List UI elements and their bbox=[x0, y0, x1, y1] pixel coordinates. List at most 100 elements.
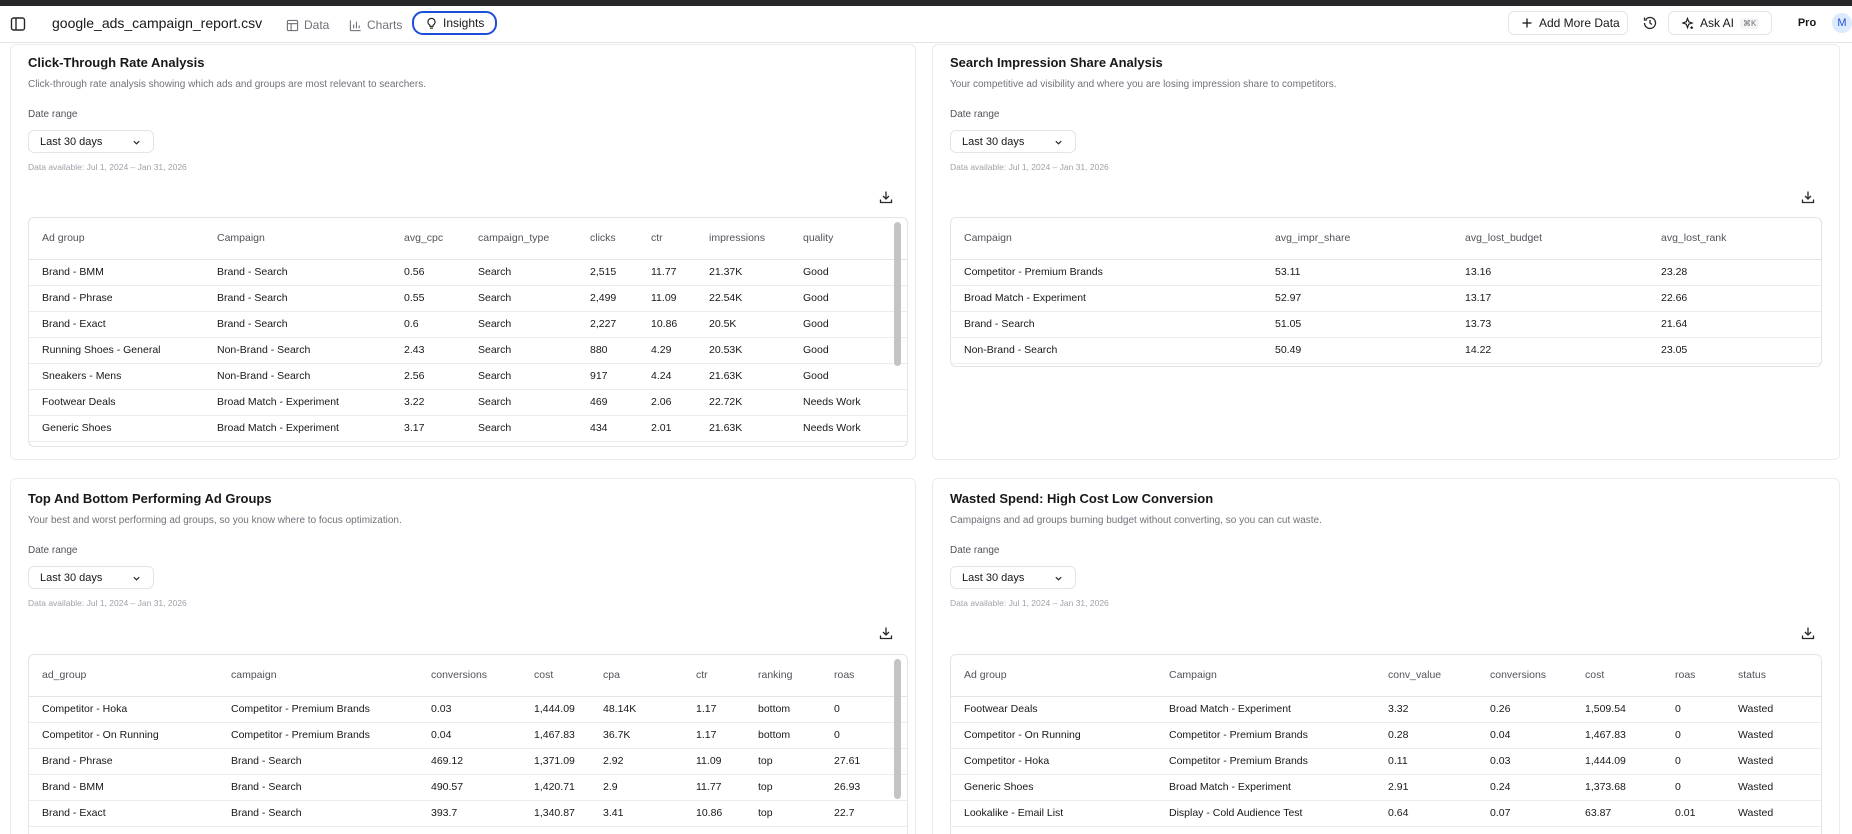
column-header[interactable]: Ad group bbox=[42, 232, 85, 244]
table-cell: 14.22 bbox=[1465, 344, 1492, 356]
scrollbar-thumb[interactable] bbox=[894, 222, 901, 366]
avatar[interactable]: M bbox=[1832, 13, 1852, 33]
table-row[interactable]: Brand - Phrase Brand - Search 469.12 1,371.… bbox=[29, 749, 907, 775]
download-icon[interactable] bbox=[879, 190, 893, 204]
table-row[interactable]: Generic Shoes Broad Match - Experiment 3.1… bbox=[29, 416, 907, 442]
table-cell: Brand - Phrase bbox=[42, 292, 113, 304]
column-header[interactable]: Ad group bbox=[964, 669, 1007, 681]
date-range-select[interactable]: Last 30 days bbox=[950, 130, 1076, 153]
table-cell: 0 bbox=[1675, 755, 1681, 767]
history-icon[interactable] bbox=[1642, 15, 1658, 31]
download-icon[interactable] bbox=[879, 626, 893, 640]
table-cell: Lookalike - Email List bbox=[964, 807, 1064, 819]
ask-ai-label: Ask AI bbox=[1700, 16, 1735, 30]
table-row[interactable]: Brand - Exact Brand - Search 0.6 Search 2,22… bbox=[29, 312, 907, 338]
column-header[interactable]: ad_group bbox=[42, 669, 87, 681]
table-row[interactable]: Broad Match - Experiment 52.97 13.17 22.66 bbox=[951, 286, 1821, 312]
column-header[interactable]: roas bbox=[834, 669, 855, 681]
column-header[interactable]: campaign bbox=[231, 669, 277, 681]
table-row[interactable]: Brand - BMM Brand - Search 0.56 Search 2,515… bbox=[29, 260, 907, 286]
column-header[interactable]: Campaign bbox=[1169, 669, 1217, 681]
chevron-down-icon bbox=[1055, 576, 1062, 581]
table-row[interactable]: Competitor - On Running Competitor - Prem… bbox=[951, 723, 1821, 749]
column-header[interactable]: impressions bbox=[709, 232, 766, 244]
ask-ai-button[interactable]: Ask AI ⌘K bbox=[1668, 11, 1772, 35]
table-row[interactable]: Competitor - Hoka Competitor - Premium Br… bbox=[951, 749, 1821, 775]
column-header[interactable]: cpa bbox=[603, 669, 620, 681]
table-cell: 10.86 bbox=[651, 318, 678, 330]
table-cell: 1,420.71 bbox=[534, 781, 575, 793]
shortcut-badge: ⌘K bbox=[1740, 17, 1760, 29]
table-row[interactable]: Generic Shoes Broad Match - Experiment 2.9… bbox=[951, 775, 1821, 801]
date-range-select[interactable]: Last 30 days bbox=[950, 566, 1076, 589]
table-row[interactable]: Brand - Search 51.05 13.73 21.64 bbox=[951, 312, 1821, 338]
table-cell: 4.24 bbox=[651, 370, 672, 382]
column-header[interactable]: roas bbox=[1675, 669, 1696, 681]
column-header[interactable]: ranking bbox=[758, 669, 793, 681]
table-scrollbar[interactable] bbox=[891, 657, 905, 834]
table-cell: Good bbox=[803, 318, 829, 330]
table-row[interactable]: Lookalike - Email List Display - Cold Aud… bbox=[951, 801, 1821, 827]
table-row[interactable]: Brand - Exact Brand - Search 393.7 1,340.87… bbox=[29, 801, 907, 827]
column-header[interactable]: conversions bbox=[431, 669, 488, 681]
table-cell: 3.22 bbox=[404, 396, 425, 408]
column-header[interactable]: status bbox=[1738, 669, 1767, 681]
download-icon[interactable] bbox=[1801, 190, 1815, 204]
scrollbar-thumb[interactable] bbox=[894, 659, 901, 799]
table-cell: 2,515 bbox=[590, 266, 617, 278]
table-row[interactable]: Competitor - Premium Brands 53.11 13.16 23.… bbox=[951, 260, 1821, 286]
column-header[interactable]: cost bbox=[534, 669, 554, 681]
table-cell: Brand - BMM bbox=[42, 266, 104, 278]
column-header[interactable]: ctr bbox=[651, 232, 663, 244]
table-scrollbar[interactable] bbox=[891, 220, 905, 444]
plan-badge[interactable]: Pro bbox=[1789, 11, 1825, 35]
sidebar-toggle-icon[interactable] bbox=[10, 16, 26, 32]
table-cell: Wasted bbox=[1738, 729, 1774, 741]
column-header[interactable]: cost bbox=[1585, 669, 1605, 681]
column-header[interactable]: avg_cpc bbox=[404, 232, 444, 244]
column-header[interactable]: conv_value bbox=[1388, 669, 1442, 681]
table-row[interactable]: Competitor - On Running Competitor - Prem… bbox=[29, 723, 907, 749]
date-range-select[interactable]: Last 30 days bbox=[28, 130, 154, 153]
tab-data[interactable]: Data bbox=[286, 14, 329, 36]
table-cell: 21.64 bbox=[1661, 318, 1688, 330]
table-row[interactable]: Competitor - Hoka Competitor - Premium Br… bbox=[29, 697, 907, 723]
date-range-label: Date range bbox=[28, 545, 78, 556]
table-row[interactable]: Running Shoes - General Non-Brand - Searc… bbox=[29, 338, 907, 364]
column-header[interactable]: conversions bbox=[1490, 669, 1547, 681]
table-row[interactable]: Brand - BMM Brand - Search 490.57 1,420.71 2… bbox=[29, 775, 907, 801]
tab-insights[interactable]: Insights bbox=[412, 11, 498, 35]
date-range-select[interactable]: Last 30 days bbox=[28, 566, 154, 589]
table-cell: 13.17 bbox=[1465, 292, 1492, 304]
column-header[interactable]: avg_lost_budget bbox=[1465, 232, 1543, 244]
table-cell: 52.97 bbox=[1275, 292, 1302, 304]
table-cell: 0.56 bbox=[404, 266, 425, 278]
column-header[interactable]: avg_lost_rank bbox=[1661, 232, 1727, 244]
column-header[interactable]: Campaign bbox=[217, 232, 265, 244]
table-row[interactable]: Non-Brand - Search 50.49 14.22 23.05 bbox=[951, 338, 1821, 364]
add-more-data-button[interactable]: Add More Data bbox=[1508, 11, 1628, 35]
table-cell: 1.17 bbox=[696, 703, 717, 715]
table-row[interactable]: Brand - Phrase Brand - Search 0.55 Search 2,… bbox=[29, 286, 907, 312]
table-row[interactable]: Sneakers - Mens Non-Brand - Search 2.56 Sea… bbox=[29, 364, 907, 390]
tab-charts[interactable]: Charts bbox=[349, 14, 402, 36]
table-cell: Broad Match - Experiment bbox=[217, 396, 339, 408]
card-title: Wasted Spend: High Cost Low Conversion bbox=[950, 491, 1214, 506]
tab-label: Data bbox=[304, 18, 330, 32]
table-cell: Broad Match - Experiment bbox=[964, 292, 1086, 304]
table-row[interactable]: Footwear Deals Broad Match - Experiment 3.… bbox=[29, 390, 907, 416]
table-row[interactable]: Footwear Deals Broad Match - Experiment 3.… bbox=[951, 697, 1821, 723]
table-cell: 22.7 bbox=[834, 807, 855, 819]
column-header[interactable]: avg_impr_share bbox=[1275, 232, 1351, 244]
column-header[interactable]: campaign_type bbox=[478, 232, 550, 244]
table-cell: 20.5K bbox=[709, 318, 737, 330]
table-cell: Brand - Search bbox=[964, 318, 1035, 330]
table-cell: 2.91 bbox=[1388, 781, 1409, 793]
column-header[interactable]: clicks bbox=[590, 232, 616, 244]
date-range-label: Date range bbox=[950, 545, 1000, 556]
column-header[interactable]: quality bbox=[803, 232, 834, 244]
table-cell: 22.66 bbox=[1661, 292, 1688, 304]
download-icon[interactable] bbox=[1801, 626, 1815, 640]
column-header[interactable]: ctr bbox=[696, 669, 708, 681]
column-header[interactable]: Campaign bbox=[964, 232, 1012, 244]
